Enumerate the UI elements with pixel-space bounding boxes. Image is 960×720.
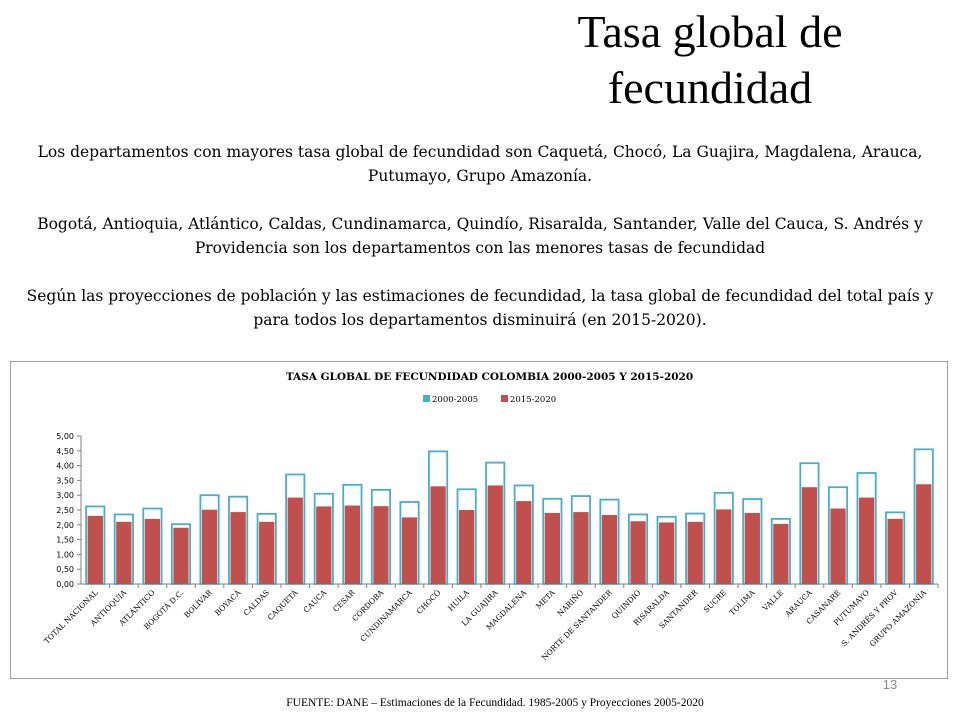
bar-2015-2020 <box>801 487 818 584</box>
legend-label-0: 2000-2005 <box>432 395 478 405</box>
bar-2015-2020 <box>87 515 103 584</box>
body-text: Los departamentos con mayores tasa globa… <box>10 140 950 356</box>
y-tick-label: 0,00 <box>56 580 74 589</box>
x-category-label: TOTAL NACIONAL <box>42 588 100 646</box>
x-category-label: BOLÍVAR <box>182 588 214 620</box>
bar-2015-2020 <box>773 523 789 584</box>
source-note: FUENTE: DANE – Estimaciones de la Fecund… <box>286 697 704 709</box>
bar-2015-2020 <box>116 521 132 584</box>
y-tick-label: 5,00 <box>56 432 74 441</box>
bar-2015-2020 <box>173 527 189 584</box>
y-tick-label: 3,00 <box>56 491 74 500</box>
bar-2015-2020 <box>744 512 760 584</box>
bar-2015-2020 <box>487 485 503 584</box>
bar-2015-2020 <box>316 506 332 584</box>
x-category-label: CUNDINAMARCA <box>358 588 414 644</box>
bar-2015-2020 <box>601 515 618 584</box>
y-tick-label: 1,00 <box>56 550 74 559</box>
bar-2015-2020 <box>373 506 389 584</box>
y-tick-label: 2,50 <box>56 506 74 515</box>
bar-2015-2020 <box>401 517 418 584</box>
chart-frame: TASA GLOBAL DE FECUNDIDAD COLOMBIA 2000-… <box>10 361 948 679</box>
bar-2015-2020 <box>658 522 675 584</box>
x-category-label: CESAR <box>331 588 357 614</box>
bar-2015-2020 <box>544 512 560 584</box>
x-category-label: CHOCÓ <box>415 588 443 616</box>
legend-label-1: 2015-2020 <box>510 395 556 405</box>
y-tick-label: 0,50 <box>56 565 74 574</box>
slide-title-line-1: Tasa global de <box>577 6 843 57</box>
legend-swatch-1 <box>501 395 508 402</box>
x-category-label: CAQUETÁ <box>266 588 300 622</box>
legend-swatch-0 <box>423 395 430 402</box>
bar-2015-2020 <box>858 497 875 584</box>
x-category-label: BOYACÁ <box>213 588 243 618</box>
bar-2015-2020 <box>201 509 218 584</box>
bar-2015-2020 <box>259 521 275 584</box>
x-category-label: HUILA <box>446 588 471 613</box>
x-category-label: CAUCA <box>302 588 329 615</box>
x-category-label: GRUPO AMAZONIA <box>868 588 929 649</box>
x-category-label: TOLIMA <box>728 588 758 618</box>
y-tick-label: 3,50 <box>56 476 74 485</box>
slide-title: Tasa global de fecundidad <box>460 4 960 116</box>
chart-title: TASA GLOBAL DE FECUNDIDAD COLOMBIA 2000-… <box>286 371 693 383</box>
x-category-label: CALDAS <box>242 588 271 617</box>
bar-2015-2020 <box>344 505 361 584</box>
bar-2015-2020 <box>916 484 932 584</box>
page-number: 13 <box>882 677 898 692</box>
paragraph-lowest-rates: Bogotá, Antioquia, Atlántico, Caldas, Cu… <box>37 215 923 257</box>
bar-2015-2020 <box>230 512 246 584</box>
paragraph-highest-rates: Los departamentos con mayores tasa globa… <box>37 143 923 185</box>
bar-2015-2020 <box>887 518 903 584</box>
bar-2015-2020 <box>287 497 303 584</box>
bar-2015-2020 <box>144 518 161 584</box>
y-tick-label: 4,00 <box>56 462 74 471</box>
fertility-bar-chart: TASA GLOBAL DE FECUNDIDAD COLOMBIA 2000-… <box>42 371 939 662</box>
y-tick-label: 4,50 <box>56 447 74 456</box>
x-category-label: META <box>534 588 557 611</box>
bar-2015-2020 <box>830 508 846 584</box>
x-category-label: SUCRE <box>702 588 728 614</box>
bar-2015-2020 <box>516 501 532 584</box>
x-category-label: VALLE <box>760 588 785 613</box>
y-tick-label: 1,50 <box>56 536 74 545</box>
y-tick-label: 2,00 <box>56 521 74 530</box>
bar-2015-2020 <box>687 521 703 584</box>
paragraph-projections: Según las proyecciones de población y la… <box>26 287 934 329</box>
bar-2015-2020 <box>459 510 475 584</box>
bar-2015-2020 <box>716 509 732 584</box>
bar-2015-2020 <box>430 486 446 584</box>
bar-2015-2020 <box>573 512 589 584</box>
slide-title-line-2: fecundidad <box>607 62 813 113</box>
bar-2015-2020 <box>630 521 646 584</box>
